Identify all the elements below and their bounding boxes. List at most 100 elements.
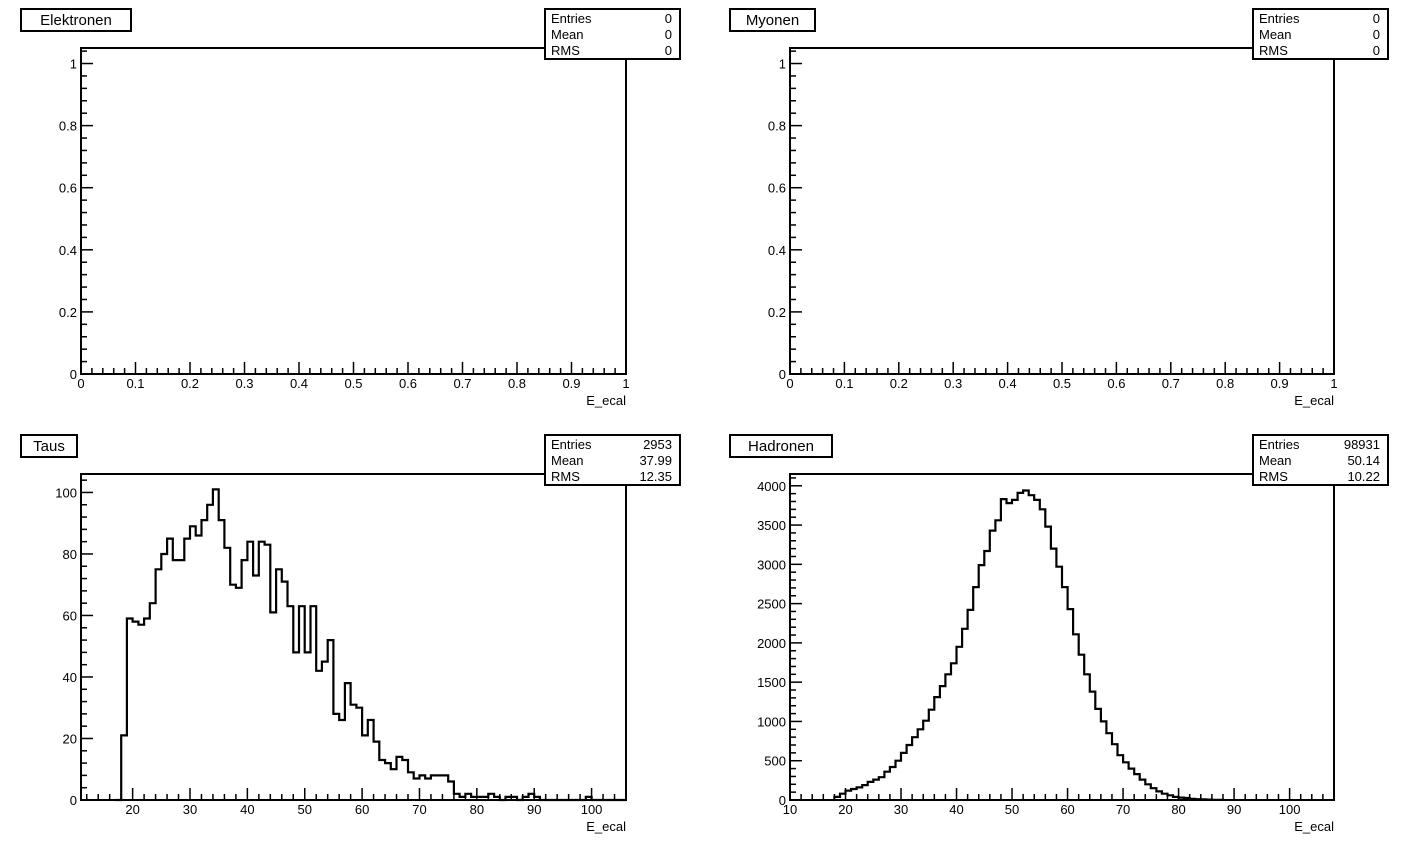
y-tick-label: 2500 <box>757 597 786 612</box>
x-axis-label: E_ecal <box>1294 819 1334 834</box>
x-tick-label: 0.9 <box>1271 376 1289 391</box>
x-tick-label: 20 <box>125 802 139 817</box>
x-tick-label: 0.4 <box>290 376 308 391</box>
x-tick-label: 1 <box>1330 376 1337 391</box>
x-tick-label: 0.7 <box>453 376 471 391</box>
stats-label: Entries <box>1259 437 1300 452</box>
y-tick-label: 1 <box>779 57 786 72</box>
x-axis-label: E_ecal <box>1294 393 1334 408</box>
stats-value: 10.22 <box>1347 469 1380 484</box>
y-tick-label: 1500 <box>757 675 786 690</box>
x-tick-label: 0.2 <box>181 376 199 391</box>
stats-value: 0 <box>1373 11 1380 26</box>
stats-value: 98931 <box>1344 437 1380 452</box>
stats-box <box>1252 8 1389 60</box>
x-tick-label: 90 <box>1227 802 1241 817</box>
y-tick-label: 0 <box>70 793 77 808</box>
y-tick-label: 0.8 <box>768 119 786 134</box>
x-tick-label: 30 <box>183 802 197 817</box>
y-tick-label: 0.4 <box>59 243 77 258</box>
x-tick-label: 30 <box>894 802 908 817</box>
y-tick-label: 0.2 <box>59 305 77 320</box>
stats-label: Entries <box>551 11 592 26</box>
plot-frame <box>80 47 627 375</box>
x-tick-label: 0.6 <box>1107 376 1125 391</box>
stats-label: Mean <box>1259 453 1292 468</box>
y-tick-label: 0.6 <box>768 181 786 196</box>
y-tick-label: 80 <box>63 547 77 562</box>
x-tick-label: 20 <box>838 802 852 817</box>
y-tick-label: 40 <box>63 670 77 685</box>
stats-box <box>544 8 681 60</box>
x-tick-label: 70 <box>412 802 426 817</box>
stats-value: 12.35 <box>639 469 672 484</box>
stats-label: Entries <box>551 437 592 452</box>
x-tick-label: 60 <box>1060 802 1074 817</box>
x-tick-label: 0.5 <box>344 376 362 391</box>
stats-label: RMS <box>551 43 580 58</box>
chart-panel-2: Myonen 0 0.1 0.2 0.3 0.4 0.5 0.6 0.7 0.8 0.9 1 0 0.2 0… <box>729 8 1389 408</box>
title-box <box>20 8 132 32</box>
x-tick-label: 0.1 <box>835 376 853 391</box>
x-tick-label: 0.3 <box>944 376 962 391</box>
x-tick-label: 0.3 <box>235 376 253 391</box>
y-tick-label: 0 <box>779 367 786 382</box>
y-tick-label: 500 <box>764 754 786 769</box>
plot-frame <box>789 47 1335 375</box>
x-tick-label: 10 <box>783 802 797 817</box>
stats-label: RMS <box>1259 43 1288 58</box>
y-tick-label: 2000 <box>757 636 786 651</box>
stats-value: 0 <box>665 27 672 42</box>
y-tick-label: 1000 <box>757 714 786 729</box>
y-tick-label: 0.2 <box>768 305 786 320</box>
chart-title: Myonen <box>746 12 799 29</box>
x-tick-label: 80 <box>1171 802 1185 817</box>
plot-frame <box>789 473 1335 801</box>
x-tick-label: 40 <box>949 802 963 817</box>
x-tick-label: 100 <box>581 802 603 817</box>
stats-label: RMS <box>551 469 580 484</box>
chart-title: Hadronen <box>748 438 814 455</box>
y-tick-label: 0 <box>779 793 786 808</box>
x-tick-label: 100 <box>1279 802 1301 817</box>
stats-value: 37.99 <box>639 453 672 468</box>
stats-label: Mean <box>551 453 584 468</box>
stats-value: 0 <box>1373 27 1380 42</box>
x-axis-label: E_ecal <box>586 393 626 408</box>
stats-value: 0 <box>1373 43 1380 58</box>
plot-frame <box>80 473 627 801</box>
stats-box <box>544 434 681 486</box>
y-tick-label: 0 <box>70 367 77 382</box>
stats-box <box>1252 434 1389 486</box>
y-tick-label: 60 <box>63 608 77 623</box>
x-tick-label: 0 <box>786 376 793 391</box>
y-tick-label: 3500 <box>757 518 786 533</box>
x-tick-label: 80 <box>470 802 484 817</box>
stats-value: 0 <box>665 43 672 58</box>
x-tick-label: 0.8 <box>1216 376 1234 391</box>
x-tick-label: 50 <box>298 802 312 817</box>
x-tick-label: 0.7 <box>1162 376 1180 391</box>
y-tick-label: 0.4 <box>768 243 786 258</box>
y-tick-label: 4000 <box>757 479 786 494</box>
x-tick-label: 0.6 <box>399 376 417 391</box>
chart-title: Taus <box>33 438 65 455</box>
x-tick-label: 0.8 <box>508 376 526 391</box>
stats-label: Mean <box>551 27 584 42</box>
y-tick-label: 1 <box>70 57 77 72</box>
x-tick-label: 50 <box>1005 802 1019 817</box>
x-tick-label: 40 <box>240 802 254 817</box>
chart-panel-3: Taus 20 30 40 50 60 70 80 90 100 0 20 40 60 80 100 E_eca… <box>20 434 681 834</box>
x-tick-label: 60 <box>355 802 369 817</box>
title-box <box>20 434 78 458</box>
stats-value: 0 <box>665 11 672 26</box>
histogram-line <box>833 489 1225 801</box>
y-tick-label: 0.8 <box>59 119 77 134</box>
x-tick-label: 0.1 <box>126 376 144 391</box>
stats-label: RMS <box>1259 469 1288 484</box>
y-tick-label: 0.6 <box>59 181 77 196</box>
stats-label: Entries <box>1259 11 1300 26</box>
x-axis-label: E_ecal <box>586 819 626 834</box>
